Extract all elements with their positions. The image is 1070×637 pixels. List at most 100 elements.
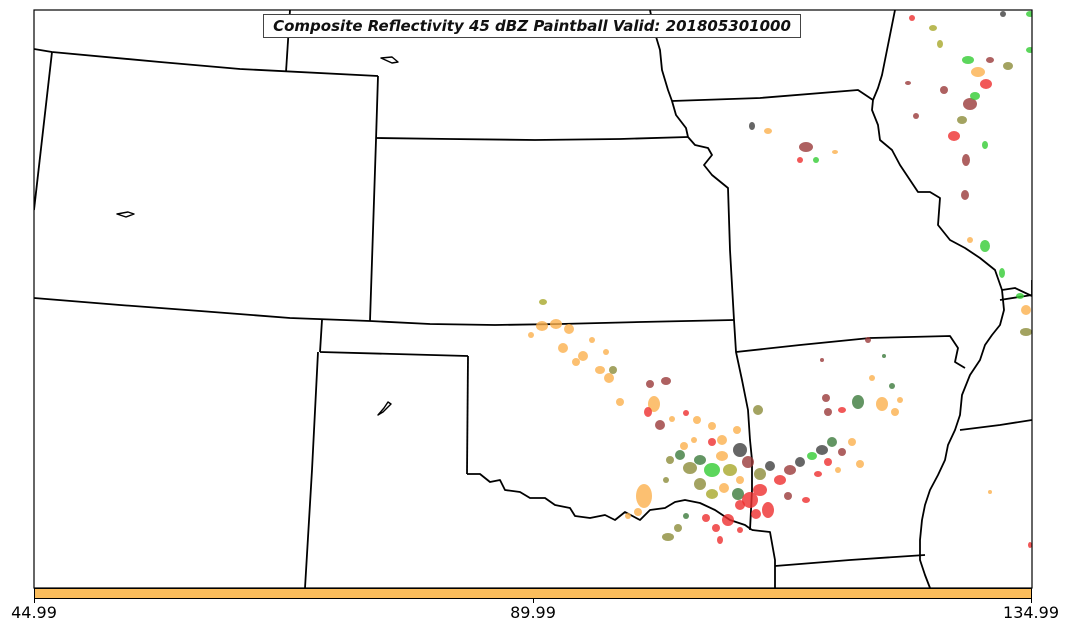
reflectivity-blob [970, 92, 980, 100]
reflectivity-blob [1020, 328, 1032, 336]
reflectivity-blob [1026, 11, 1032, 17]
reflectivity-blob [558, 343, 568, 353]
border-co-west [34, 51, 53, 211]
reflectivity-blob [980, 240, 990, 252]
reflectivity-blob [706, 489, 718, 499]
reflectivity-blob [986, 57, 994, 63]
reflectivity-blob [848, 438, 856, 446]
lake-nebraska [380, 56, 399, 64]
reflectivity-blob [694, 455, 706, 465]
border-ok-ar [733, 319, 753, 531]
reflectivity-blob [595, 366, 605, 374]
reflectivity-blob [963, 98, 977, 110]
reflectivity-blob [882, 354, 886, 358]
reflectivity-blob [662, 533, 674, 541]
reflectivity-blob [856, 460, 864, 468]
border-mississippi [871, 99, 1005, 588]
colorbar-tick-mark-center [533, 599, 534, 603]
reflectivity-blob [774, 475, 786, 485]
reflectivity-blob [784, 465, 796, 475]
reflectivity-blob [694, 478, 706, 490]
colorbar [34, 588, 1032, 599]
reflectivity-blob [753, 484, 767, 496]
lake-texas [377, 401, 392, 416]
border-il-west [872, 10, 896, 101]
reflectivity-blob [940, 86, 948, 94]
border-ok-panhandle [319, 351, 469, 357]
reflectivity-blob [604, 373, 614, 383]
reflectivity-blob [838, 448, 846, 456]
reflectivity-blob [784, 492, 792, 500]
reflectivity-blob [765, 461, 775, 471]
reflectivity-blob [852, 395, 864, 409]
colorbar-tick-mark-left [34, 599, 35, 603]
reflectivity-blob [889, 383, 895, 389]
reflectivity-blob [708, 422, 716, 430]
map-title: Composite Reflectivity 45 dBZ Paintball … [263, 14, 801, 38]
reflectivity-blob [675, 450, 685, 460]
reflectivity-blob [795, 457, 805, 467]
reflectivity-blob [905, 81, 911, 85]
reflectivity-blob [891, 408, 899, 416]
reflectivity-blob [616, 398, 624, 406]
reflectivity-blob [733, 426, 741, 434]
border-ky-2 [1001, 280, 1032, 297]
border-ks-east [687, 136, 735, 321]
reflectivity-blob [683, 462, 697, 474]
reflectivity-blob [528, 332, 534, 338]
reflectivity-blob [937, 40, 943, 48]
map-background [34, 10, 1032, 588]
border-ky [999, 294, 1032, 301]
reflectivity-blob [838, 407, 846, 413]
border-tn [959, 419, 1032, 431]
reflectivity-blob [704, 463, 720, 477]
reflectivity-blobs [528, 11, 1032, 548]
reflectivity-blob [655, 420, 665, 430]
reflectivity-blob [929, 25, 937, 31]
border-ar-north [735, 335, 966, 369]
border-la-north [774, 554, 926, 567]
reflectivity-blob [764, 128, 772, 134]
state-borders [34, 10, 1032, 588]
reflectivity-blob [813, 157, 819, 163]
reflectivity-blob [736, 476, 744, 484]
reflectivity-blob [646, 380, 654, 388]
reflectivity-blob [832, 150, 838, 154]
colorbar-tick-mark-right [1031, 599, 1032, 603]
border-red-river [467, 473, 753, 531]
reflectivity-blob [666, 456, 674, 464]
reflectivity-blob [967, 237, 973, 243]
border-ok-west [466, 355, 469, 475]
reflectivity-blob [536, 321, 548, 331]
reflectivity-blob [948, 131, 960, 141]
reflectivity-blob [897, 397, 903, 403]
reflectivity-blob [722, 514, 734, 526]
reflectivity-blob [988, 490, 992, 494]
reflectivity-blob [578, 351, 588, 361]
reflectivity-blob [835, 467, 841, 473]
reflectivity-blob [717, 536, 723, 544]
border-ar-south [751, 529, 776, 588]
reflectivity-blob [1000, 11, 1006, 17]
colorbar-tick-right: 134.99 [1003, 603, 1059, 622]
reflectivity-blob [961, 190, 969, 200]
reflectivity-blob [636, 484, 652, 508]
reflectivity-blob [1028, 542, 1032, 548]
reflectivity-blob [572, 358, 580, 366]
reflectivity-blob [1003, 62, 1013, 70]
reflectivity-blob [807, 452, 817, 460]
reflectivity-blob [712, 524, 720, 532]
reflectivity-blob [693, 416, 701, 424]
reflectivity-blob [564, 324, 574, 334]
reflectivity-blob [824, 408, 832, 416]
reflectivity-blob [754, 468, 766, 480]
reflectivity-blob [680, 442, 688, 450]
reflectivity-blob [733, 443, 747, 457]
reflectivity-blob [957, 116, 967, 124]
reflectivity-blob [762, 502, 774, 518]
reflectivity-blob [663, 477, 669, 483]
border-tx-nm [304, 351, 319, 588]
reflectivity-blob [723, 464, 737, 476]
reflectivity-blob [691, 437, 697, 443]
